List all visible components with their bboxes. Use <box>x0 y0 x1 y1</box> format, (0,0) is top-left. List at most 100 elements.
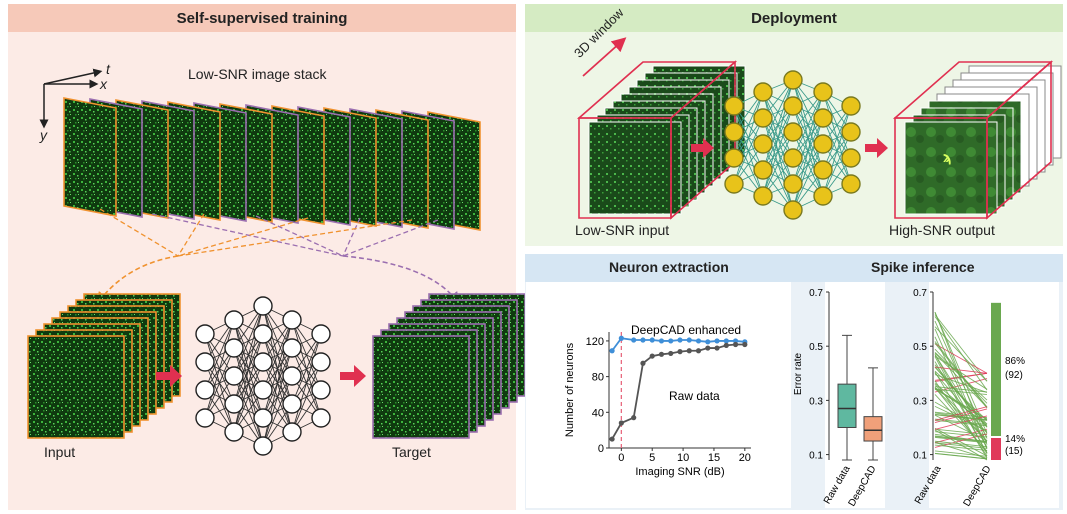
x-tick-label: 5 <box>649 452 655 464</box>
network-link <box>233 305 264 405</box>
network-link <box>822 105 852 171</box>
network-node <box>783 174 803 194</box>
network-link <box>792 91 824 185</box>
x-tick-label: 10 <box>677 452 689 464</box>
network-node <box>253 296 273 316</box>
data-point <box>732 338 739 344</box>
data-point <box>668 338 674 344</box>
sampling-line <box>151 213 344 257</box>
network-link <box>262 375 293 447</box>
data-point <box>677 337 683 343</box>
network-node <box>224 338 244 358</box>
data-point <box>658 351 665 357</box>
input-label: Input <box>44 444 76 460</box>
network-node <box>783 200 803 220</box>
paired-line <box>934 342 988 409</box>
x-tick-label: 20 <box>739 452 751 464</box>
data-point <box>686 337 692 343</box>
network-link <box>291 333 322 433</box>
network-node <box>224 310 244 330</box>
data-point <box>695 338 702 344</box>
y-tick-label: 0.1 <box>809 451 823 462</box>
network-node <box>813 82 833 102</box>
improved-bar <box>991 302 1001 436</box>
output-window-stack: ϡ <box>892 60 1062 220</box>
paired-line <box>934 382 988 427</box>
output-frame <box>904 121 998 215</box>
y-tick-label: 0 <box>598 443 604 455</box>
series-label: DeepCAD enhanced <box>631 323 741 337</box>
y-tick-label: 40 <box>592 407 604 419</box>
paired-line <box>934 442 988 449</box>
paired-line <box>934 336 988 450</box>
network-node <box>783 70 803 90</box>
axes-icon <box>39 68 103 129</box>
paired-line <box>934 435 988 442</box>
input-stack <box>27 293 181 439</box>
network-link <box>822 105 852 197</box>
network-link <box>792 117 824 211</box>
network-node <box>783 148 803 168</box>
input-label: Low-SNR input <box>575 222 670 238</box>
network-node <box>282 422 302 442</box>
data-point <box>631 337 637 343</box>
data-point <box>640 360 646 366</box>
network-node <box>841 174 861 194</box>
network-node <box>253 408 273 428</box>
network-node <box>753 186 773 206</box>
axis-t-label: t <box>106 61 110 77</box>
target-label: Target <box>392 444 431 460</box>
network-node <box>783 96 803 116</box>
y-tick-label: 80 <box>592 372 604 384</box>
bar-label: (15) <box>1005 446 1023 457</box>
paired-line <box>934 406 988 421</box>
network-node <box>253 324 273 344</box>
network-node <box>282 366 302 386</box>
y-tick-label: 0.3 <box>809 396 823 407</box>
box <box>863 416 883 442</box>
network-link <box>233 305 264 377</box>
paired-line <box>934 452 988 460</box>
analysis-header-bar <box>525 254 1063 282</box>
network-node <box>253 436 273 456</box>
network-link <box>762 79 794 145</box>
deployment-title: Deployment <box>525 4 1063 32</box>
network-link <box>822 131 852 197</box>
paired-line <box>934 380 988 457</box>
network-node <box>813 186 833 206</box>
output-label: High-SNR output <box>889 222 995 238</box>
network-node <box>224 422 244 442</box>
sampling-line <box>99 208 179 257</box>
neuron-chart-area <box>526 282 791 508</box>
bar-label: 86% <box>1005 356 1025 367</box>
data-point <box>640 337 646 343</box>
network-node <box>813 134 833 154</box>
x-tick-label: 0 <box>618 452 624 464</box>
y-tick-label: 0.1 <box>913 451 927 462</box>
network-link <box>291 361 322 433</box>
y-tick-label: 0.7 <box>913 288 927 299</box>
sampling-line <box>342 217 361 257</box>
network-node <box>841 148 861 168</box>
training-panel: Self-supervised training <box>8 4 526 510</box>
data-point <box>609 436 615 442</box>
neural-network-icon <box>195 296 331 456</box>
axis-y-label: y <box>40 127 47 143</box>
paired-line <box>934 429 988 461</box>
data-point <box>668 350 674 357</box>
network-node <box>224 394 244 414</box>
network-node <box>724 96 744 116</box>
paired-line <box>934 314 988 382</box>
network-node <box>311 380 331 400</box>
paired-line <box>934 361 988 454</box>
target-arrow <box>342 255 460 306</box>
network-link <box>792 91 824 159</box>
network-link <box>762 105 794 197</box>
network-node <box>841 96 861 116</box>
sampling-line <box>177 219 413 257</box>
network-link <box>262 319 293 419</box>
sampling-lines <box>99 208 439 257</box>
stack-frame <box>27 335 125 439</box>
network-node <box>753 134 773 154</box>
neural-network-icon <box>724 70 861 220</box>
